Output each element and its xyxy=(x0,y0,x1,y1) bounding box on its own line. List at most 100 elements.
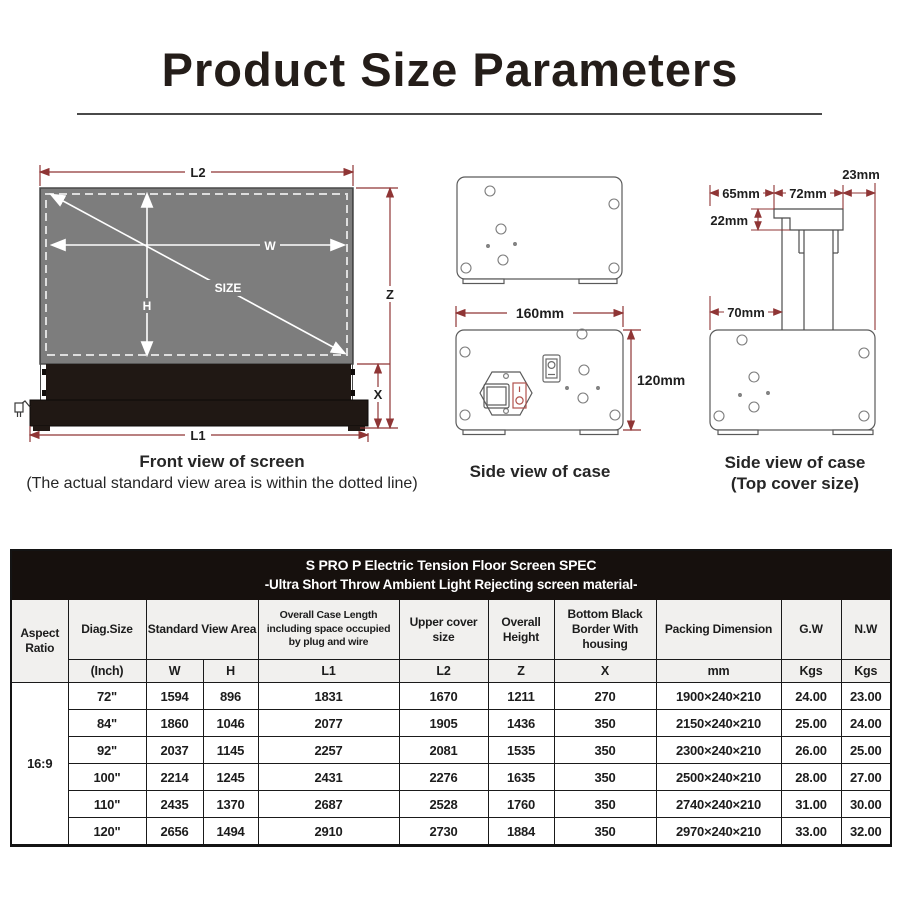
table-cell: 2910 xyxy=(257,817,400,846)
table-cell: 32.00 xyxy=(840,817,892,846)
table-cell: 110" xyxy=(67,790,147,818)
top-cover-profile xyxy=(773,208,844,330)
table-cell: 2740×240×210 xyxy=(655,790,782,818)
table-cell: 24.00 xyxy=(780,682,842,710)
dim-label-70mm: 70mm xyxy=(727,305,765,320)
side-view-caption: Side view of case xyxy=(470,462,611,481)
table-cell: 2214 xyxy=(145,763,204,791)
table-cell: 1370 xyxy=(202,790,259,818)
table-cell: 2730 xyxy=(398,817,489,846)
table-cell: 1436 xyxy=(487,709,555,737)
dim-label-72mm: 72mm xyxy=(789,186,827,201)
table-cell: 350 xyxy=(553,709,657,737)
dim-label-size: SIZE xyxy=(215,281,242,295)
plug-wire-icon xyxy=(14,400,31,417)
table-cell: 1884 xyxy=(487,817,555,846)
table-cell: 25.00 xyxy=(780,709,842,737)
dim-120mm xyxy=(623,328,641,432)
table-cell: 896 xyxy=(202,682,259,710)
dim-label-23mm: 23mm xyxy=(842,167,880,182)
unit-cell: L2 xyxy=(398,659,489,683)
table-row: 100" 2214 1245 2431 2276 1635 350 2500×2… xyxy=(11,763,892,791)
header-overall-height: Overall Height xyxy=(487,599,555,660)
header-packing-dimension: Packing Dimension xyxy=(655,599,782,660)
header-aspect-ratio: Aspect Ratio xyxy=(10,599,69,683)
title-underline xyxy=(77,113,822,115)
table-row: 92" 2037 1145 2257 2081 1535 350 2300×24… xyxy=(11,736,892,764)
table-cell: 2257 xyxy=(257,736,400,764)
table-cell: 2970×240×210 xyxy=(655,817,782,846)
aspect-ratio-value: 16:9 xyxy=(10,682,69,846)
header-diag-size: Diag.Size xyxy=(67,599,147,660)
table-cell: 1831 xyxy=(257,682,400,710)
table-cell: 27.00 xyxy=(840,763,892,791)
dim-label-l1: L1 xyxy=(190,428,205,443)
table-cell: 1670 xyxy=(398,682,489,710)
table-cell: 1494 xyxy=(202,817,259,846)
table-cell: 24.00 xyxy=(840,709,892,737)
page-title: Product Size Parameters xyxy=(161,43,739,96)
header-bottom-black-border: Bottom Black Border With housing xyxy=(553,599,657,660)
header-nw: N.W xyxy=(840,599,892,660)
table-cell: 120" xyxy=(67,817,147,846)
table-cell: 350 xyxy=(553,736,657,764)
rocker-switch xyxy=(542,354,561,383)
dim-label-x: X xyxy=(374,387,383,402)
table-units-row: (Inch) W H L1 L2 Z X mm Kgs Kgs xyxy=(11,659,892,683)
unit-cell: Kgs xyxy=(840,659,892,683)
top-cover-diagram: 65mm 72mm 23mm 22mm 70mm Side view of ca… xyxy=(708,167,880,493)
table-row: 120" 2656 1494 2910 2730 1884 350 2970×2… xyxy=(11,817,892,846)
case-body xyxy=(455,329,624,431)
table-cell: 270 xyxy=(553,682,657,710)
table-cell: 350 xyxy=(553,763,657,791)
table-cell: 2077 xyxy=(257,709,400,737)
table-title-band: S PRO P Electric Tension Floor Screen SP… xyxy=(10,549,892,600)
table-cell: 350 xyxy=(553,790,657,818)
top-cover-subcaption: (Top cover size) xyxy=(731,474,859,493)
table-cell: 1046 xyxy=(202,709,259,737)
spec-subtitle: -Ultra Short Throw Ambient Light Rejecti… xyxy=(264,577,638,593)
unit-cell: Z xyxy=(487,659,555,683)
table-cell: 23.00 xyxy=(840,682,892,710)
table-cell: 1635 xyxy=(487,763,555,791)
table-cell: 2500×240×210 xyxy=(655,763,782,791)
table-row: 110" 2435 1370 2687 2528 1760 350 2740×2… xyxy=(11,790,892,818)
unit-cell: H xyxy=(202,659,259,683)
dim-label-120mm: 120mm xyxy=(637,372,685,388)
table-cell: 2276 xyxy=(398,763,489,791)
table-cell: 1535 xyxy=(487,736,555,764)
case-plate xyxy=(456,176,623,280)
unit-cell: mm xyxy=(655,659,782,683)
table-cell: 2687 xyxy=(257,790,400,818)
header-gw: G.W xyxy=(780,599,842,660)
table-cell: 1245 xyxy=(202,763,259,791)
table-cell: 2081 xyxy=(398,736,489,764)
table-cell: 28.00 xyxy=(780,763,842,791)
header-overall-case-length: Overall Case Length including space occu… xyxy=(257,599,400,660)
table-cell: 100" xyxy=(67,763,147,791)
unit-cell: Kgs xyxy=(780,659,842,683)
dim-label-l2: L2 xyxy=(190,165,205,180)
spec-title: S PRO P Electric Tension Floor Screen SP… xyxy=(305,557,597,574)
diagonal-size-arrow xyxy=(49,193,347,355)
table-row: 84" 1860 1046 2077 1905 1436 350 2150×24… xyxy=(11,709,892,737)
table-cell: 2435 xyxy=(145,790,204,818)
table-cell: 2037 xyxy=(145,736,204,764)
dim-label-h: H xyxy=(143,299,152,313)
table-cell: 2150×240×210 xyxy=(655,709,782,737)
table-cell: 31.00 xyxy=(780,790,842,818)
table-cell: 1860 xyxy=(145,709,204,737)
table-cell: 1145 xyxy=(202,736,259,764)
unit-cell: (Inch) xyxy=(67,659,147,683)
table-cell: 84" xyxy=(67,709,147,737)
power-inlet xyxy=(479,371,533,416)
dim-label-65mm: 65mm xyxy=(722,186,760,201)
table-cell: 2656 xyxy=(145,817,204,846)
table-cell: 2431 xyxy=(257,763,400,791)
table-cell: 350 xyxy=(553,817,657,846)
table-header-row: Aspect Ratio Diag.Size Standard View Are… xyxy=(10,599,892,683)
front-view-caption: Front view of screen xyxy=(139,452,304,471)
table-cell: 1900×240×210 xyxy=(655,682,782,710)
unit-cell: X xyxy=(553,659,657,683)
dim-label-160mm: 160mm xyxy=(516,305,564,321)
